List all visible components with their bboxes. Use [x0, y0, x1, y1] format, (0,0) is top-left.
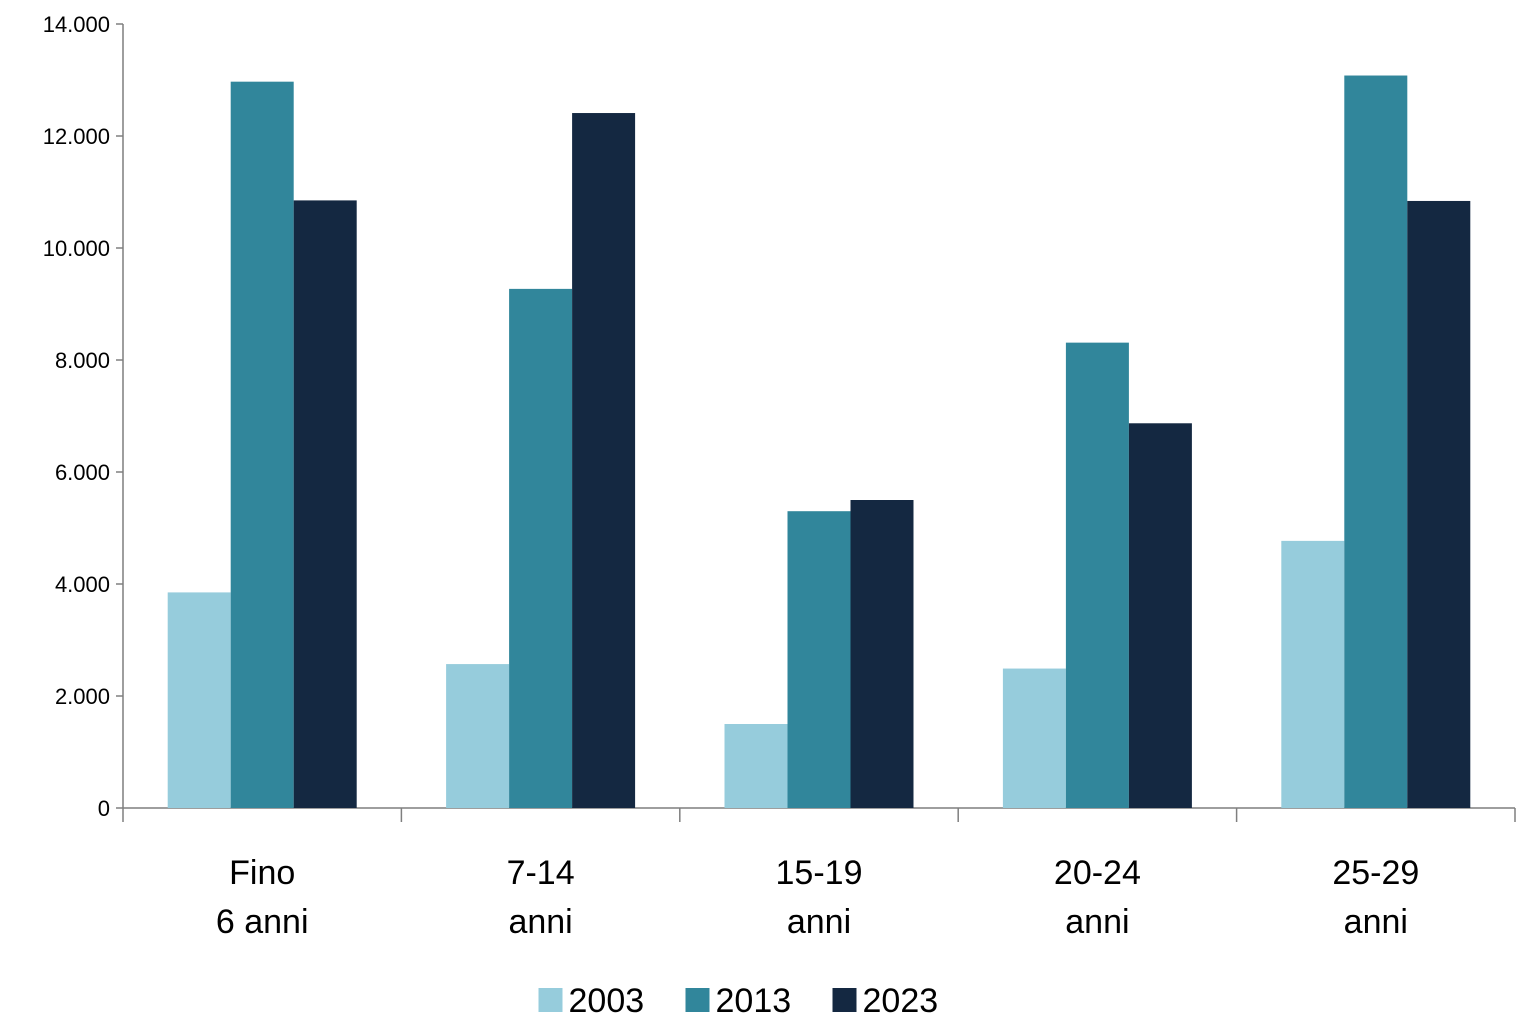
legend: 2003 2013 2023 — [538, 982, 939, 1020]
x-tick-label-line: anni — [787, 903, 851, 941]
legend-label-2003: 2003 — [569, 982, 645, 1020]
legend-label-2013: 2013 — [716, 982, 792, 1020]
bar-2003-2 — [724, 724, 788, 808]
x-tick-label-line: 6 anni — [216, 903, 309, 941]
y-tick-label: 10.000 — [43, 236, 110, 261]
bar-2013-1 — [509, 288, 573, 808]
bar-2013-0 — [230, 81, 294, 809]
x-tick-label-line: 25-29 — [1332, 854, 1419, 892]
x-tick-label: 20-24 anni — [1054, 854, 1141, 941]
y-tick-label: 14.000 — [43, 12, 110, 37]
bar-2003-0 — [167, 592, 231, 808]
bars — [167, 75, 1471, 809]
x-tick-label: Fino 6 anni — [216, 854, 309, 941]
y-tick-label: 2.000 — [55, 684, 110, 709]
bar-2023-1 — [572, 113, 636, 809]
y-tick-label: 8.000 — [55, 348, 110, 373]
y-tick-label: 12.000 — [43, 124, 110, 149]
bar-2013-2 — [787, 511, 851, 808]
bar-2003-1 — [446, 664, 510, 808]
x-tick-label-line: 7-14 — [507, 854, 575, 892]
y-tick-label: 0 — [98, 796, 110, 821]
x-tick-label-line: 20-24 — [1054, 854, 1141, 892]
x-tick-label-line: anni — [1065, 903, 1129, 941]
y-tick-label: 4.000 — [55, 572, 110, 597]
legend-label-2023: 2023 — [863, 982, 939, 1020]
bar-2023-2 — [850, 500, 914, 808]
x-tick-label-line: anni — [508, 903, 572, 941]
legend-swatch-2013 — [685, 988, 710, 1012]
x-tick-label-line: anni — [1344, 903, 1408, 941]
x-tick-label: 7-14 anni — [507, 854, 575, 941]
bar-2013-3 — [1065, 342, 1129, 808]
x-tick-label-line: Fino — [229, 854, 295, 892]
legend-swatch-2023 — [832, 988, 857, 1012]
bar-2013-4 — [1344, 75, 1408, 808]
bar-2003-3 — [1002, 668, 1066, 808]
legend-swatch-2003 — [538, 988, 563, 1012]
x-tick-label: 25-29 anni — [1332, 854, 1419, 941]
x-tick-label: 15-19 anni — [776, 854, 863, 941]
axes: 0 2.000 4.000 6.000 8.000 10.000 12.000 14.000 — [43, 12, 1516, 822]
bar-2023-0 — [293, 200, 357, 808]
x-tick-label-line: 15-19 — [776, 854, 863, 892]
bar-2003-4 — [1281, 540, 1345, 808]
y-tick-label: 6.000 — [55, 460, 110, 485]
bar-2023-3 — [1128, 423, 1192, 808]
bar-2023-4 — [1407, 200, 1471, 808]
